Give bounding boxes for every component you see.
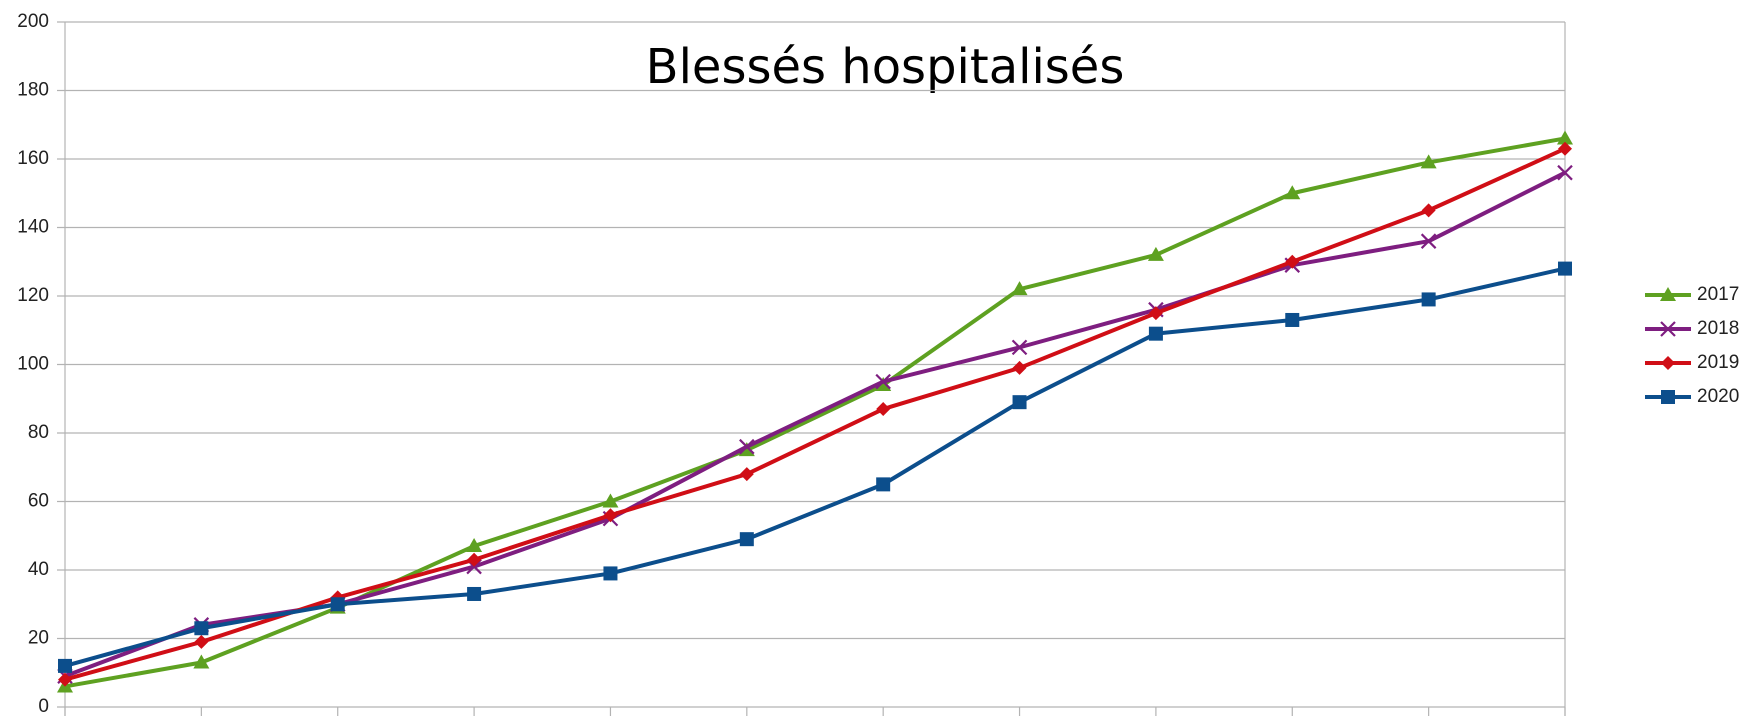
marker [58, 672, 72, 687]
marker [1661, 356, 1675, 370]
chart-title: Blessés hospitalisés [646, 39, 1125, 95]
y-tick-label: 0 [38, 696, 49, 716]
marker [603, 566, 618, 581]
marker [1421, 292, 1436, 307]
legend-label: 2019 [1697, 352, 1739, 373]
marker [1558, 141, 1572, 156]
series-line [64, 266, 1566, 668]
marker [467, 552, 482, 567]
marker [738, 442, 755, 457]
y-tick-label: 180 [17, 80, 49, 101]
y-tick-label: 60 [28, 491, 49, 512]
marker [1147, 246, 1164, 261]
marker [58, 658, 72, 673]
marker [194, 621, 209, 636]
marker [1285, 254, 1300, 269]
marker [1558, 261, 1572, 276]
legend-label: 2017 [1697, 284, 1739, 305]
marker [1661, 390, 1675, 404]
marker [466, 538, 483, 553]
marker [1420, 154, 1437, 169]
marker [1660, 287, 1676, 301]
marker [739, 438, 755, 455]
y-tick-label: 140 [17, 217, 49, 238]
marker [1421, 203, 1436, 218]
y-tick-label: 100 [17, 354, 49, 375]
y-tick-label: 80 [28, 422, 49, 443]
marker [876, 402, 891, 417]
marker [1011, 281, 1028, 296]
marker [1012, 395, 1027, 410]
series-line [64, 136, 1566, 689]
marker [330, 597, 345, 612]
y-tick-label: 120 [17, 285, 49, 306]
marker [1012, 360, 1027, 375]
marker [1284, 185, 1301, 200]
marker [1660, 321, 1676, 337]
marker [875, 377, 892, 392]
marker [194, 634, 209, 649]
marker [1557, 164, 1573, 181]
marker [1557, 130, 1573, 145]
marker [467, 586, 482, 601]
marker [603, 508, 618, 523]
marker [739, 532, 754, 547]
legend-label: 2018 [1697, 318, 1739, 339]
y-tick-label: 40 [28, 559, 49, 580]
y-tick-label: 20 [28, 628, 49, 649]
y-tick-label: 200 [17, 11, 49, 32]
marker [193, 654, 210, 669]
legend-label: 2020 [1697, 386, 1739, 407]
series-line [64, 146, 1566, 682]
marker [1011, 339, 1028, 356]
marker [1148, 326, 1163, 341]
marker [1148, 306, 1163, 321]
marker [875, 373, 891, 390]
series-line [64, 170, 1566, 679]
marker [602, 493, 619, 508]
y-tick-label: 160 [17, 148, 49, 169]
marker [739, 467, 754, 482]
marker [876, 477, 891, 492]
marker [1285, 312, 1300, 327]
marker [1420, 233, 1437, 249]
